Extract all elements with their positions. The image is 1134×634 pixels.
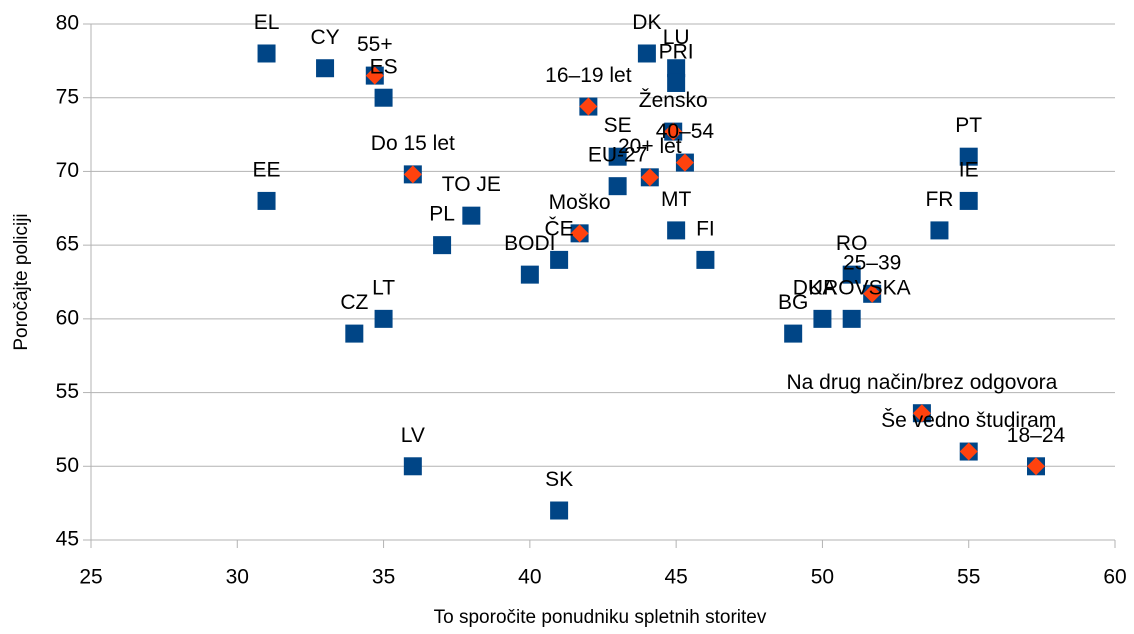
point-label: BG [778, 291, 808, 314]
point [462, 206, 481, 225]
point-label: PRI [659, 41, 694, 64]
point-label: FI [696, 217, 715, 240]
point [608, 147, 627, 166]
point [520, 265, 539, 284]
point [667, 73, 686, 92]
y-tick-label: 50 [56, 454, 79, 477]
point [784, 324, 803, 343]
point-label: BODI [504, 232, 555, 255]
point-label: EE [253, 158, 281, 181]
point-label: LV [401, 424, 425, 447]
point-label: Še vedno študiram [881, 409, 1056, 432]
y-tick-label: 75 [56, 85, 79, 108]
point [842, 265, 861, 284]
point-label: LU [663, 26, 690, 49]
point [433, 236, 452, 255]
point-label: ES [370, 55, 398, 78]
point [637, 44, 656, 63]
point-label: ČE [545, 217, 574, 240]
point [403, 457, 422, 476]
point [959, 147, 978, 166]
y-tick-label: 45 [56, 528, 79, 551]
x-tick-label: 35 [372, 566, 395, 589]
point-label: 20+ let [618, 135, 682, 158]
point-label: Do 15 let [371, 132, 455, 155]
y-tick-label: 70 [56, 159, 79, 182]
point [570, 224, 589, 243]
point-label: 55+ [357, 33, 393, 56]
point [664, 122, 683, 141]
x-axis-label: To sporočite ponudniku spletnih storitev [434, 607, 767, 628]
point-label: EU-27 [588, 144, 648, 167]
point-label: 18–24 [1007, 424, 1066, 447]
point [912, 404, 931, 423]
point-label: EL [254, 11, 280, 34]
point-label: KA [808, 276, 836, 299]
point-label: DUROVSKA [793, 276, 911, 299]
point [675, 153, 694, 172]
point [930, 221, 949, 240]
point-label: DK [632, 11, 661, 34]
point [257, 44, 276, 63]
point [550, 250, 569, 269]
point [667, 221, 686, 240]
point [374, 88, 393, 107]
point [842, 309, 861, 328]
point [640, 168, 659, 187]
point-label: Moško [549, 191, 611, 214]
x-tick-label: 45 [664, 566, 687, 589]
y-tick-label: 65 [56, 233, 79, 256]
point [316, 59, 335, 78]
point-label: MT [661, 188, 691, 211]
point-label: 16–19 let [545, 64, 632, 87]
point-label: 40–54 [656, 120, 715, 143]
point-label: PT [955, 114, 982, 137]
point [550, 501, 569, 520]
point-label: RO [836, 232, 868, 255]
point [608, 177, 627, 196]
point-label: LT [372, 276, 395, 299]
point-label: TO JE [442, 173, 501, 196]
point [959, 191, 978, 210]
x-tick-label: 25 [79, 566, 102, 589]
point-label: 25–39 [843, 251, 901, 274]
point [1027, 457, 1046, 476]
point-label: SE [604, 114, 632, 137]
point-label: PL [429, 203, 455, 226]
point-label: Žensko [639, 89, 708, 112]
y-tick-label: 55 [56, 380, 79, 403]
point [257, 191, 276, 210]
point-label: CZ [340, 291, 368, 314]
point [667, 59, 686, 78]
point [696, 250, 715, 269]
point [579, 97, 598, 116]
point [863, 284, 882, 303]
point-label: Na drug način/brez odgovora [786, 371, 1057, 394]
point [959, 442, 978, 461]
x-tick-label: 55 [957, 566, 980, 589]
point [345, 324, 364, 343]
y-axis-label: Poročajte policiji [11, 213, 32, 350]
point [365, 66, 384, 85]
point [403, 165, 422, 184]
y-tick-label: 60 [56, 306, 79, 329]
point-label: FR [925, 188, 953, 211]
point [813, 309, 832, 328]
point-label: SK [545, 468, 573, 491]
x-tick-label: 50 [811, 566, 834, 589]
x-tick-label: 40 [518, 566, 541, 589]
x-tick-label: 60 [1103, 566, 1126, 589]
point-label: IE [959, 158, 979, 181]
point [374, 309, 393, 328]
x-tick-label: 30 [226, 566, 249, 589]
y-tick-label: 80 [56, 12, 79, 35]
point-label: CY [310, 26, 339, 49]
